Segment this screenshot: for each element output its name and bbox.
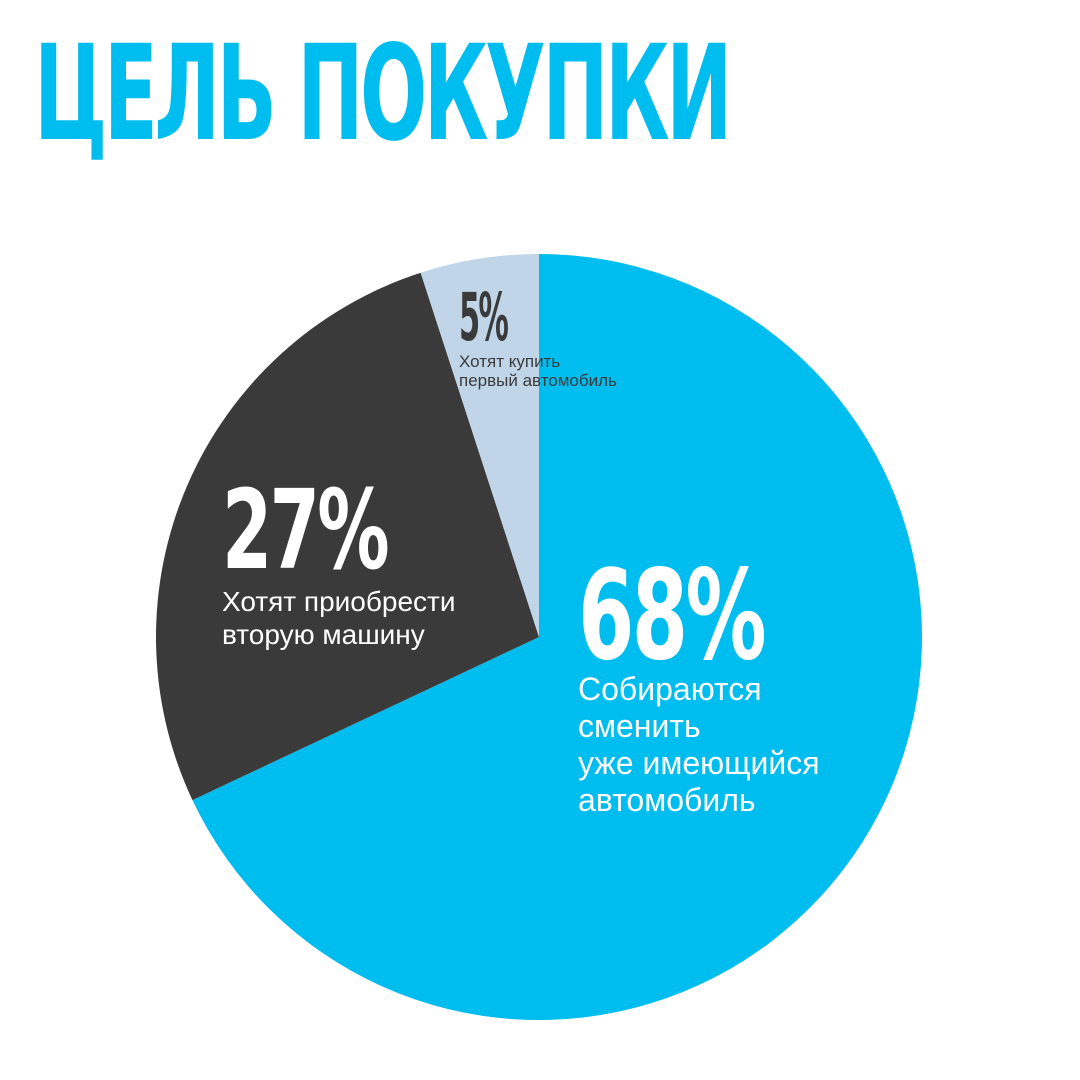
slice-description-replace-car: Собираются [578,671,762,707]
slice-description-replace-car: сменить [578,708,701,744]
slice-description-replace-car: автомобиль [578,782,756,818]
slice-percent-first-car: 5% [459,279,508,356]
slice-description-replace-car: уже имеющийся [578,745,820,781]
pie-slice-first-car [420,254,539,637]
pie-slice-second-car [156,272,539,801]
slice-description-second-car: Хотят приобрести [222,586,456,617]
slice-percent-second-car: 27% [222,466,388,594]
pie-slice-replace-car [192,254,923,1020]
slice-description-first-car: Хотят купить [459,352,560,371]
page-title: ЦЕЛЬ ПОКУПКИ [34,17,732,171]
slice-percent-replace-car: 68% [578,544,764,688]
slice-description-first-car: первый автомобиль [459,371,617,390]
slice-description-second-car: вторую машину [222,619,425,650]
